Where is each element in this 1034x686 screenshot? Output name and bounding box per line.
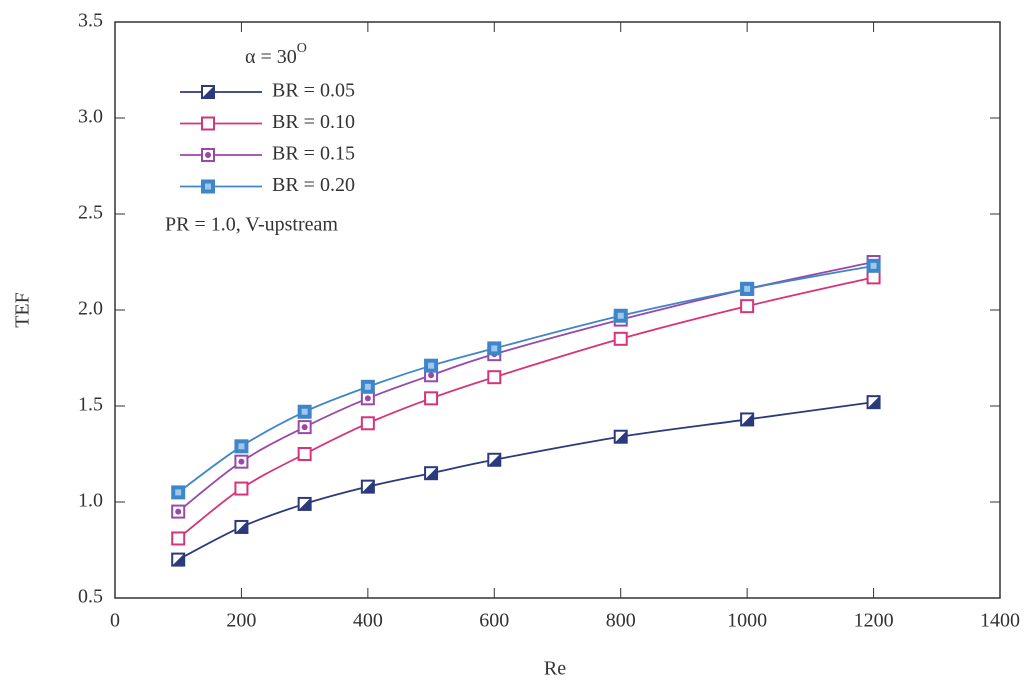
data-point [424,358,439,373]
data-point [740,281,755,296]
data-point [740,299,755,314]
data-point [613,331,628,346]
y-tick-label: 3.0 [78,106,103,128]
series-line [177,401,874,561]
x-tick-label: 200 [226,610,256,632]
annotation: α = 30O [245,41,307,67]
data-point [234,439,249,454]
x-tick-label: 0 [110,610,120,632]
data-point [297,420,312,435]
x-axis-label: Re [544,658,566,680]
x-tick-label: 800 [606,610,636,632]
data-point [234,454,249,469]
x-tick-label: 1000 [727,610,767,632]
y-axis-label: TEF [12,292,34,328]
data-point [360,391,375,406]
data-point [171,504,186,519]
data-point [234,481,249,496]
data-point [360,479,375,494]
series-line [177,264,874,494]
data-point [171,552,186,567]
data-point [866,395,881,410]
y-tick-label: 2.5 [78,202,103,224]
legend-label: BR = 0.20 [272,174,355,196]
data-point [234,519,249,534]
data-point [866,258,881,273]
plot-frame [114,21,1001,599]
x-tick-label: 400 [353,610,383,632]
y-tick-label: 0.5 [78,586,103,608]
legend-marker [201,179,215,194]
data-point [424,391,439,406]
legend-marker [201,116,215,131]
y-tick-label: 2.0 [78,298,103,320]
data-point [360,379,375,394]
x-tick-label: 600 [479,610,509,632]
data-point [297,447,312,461]
y-tick-label: 1.5 [78,394,103,416]
data-point [487,341,502,356]
data-point [424,466,439,481]
data-point [613,308,628,323]
legend-label: BR = 0.15 [272,143,355,165]
data-point [740,412,755,427]
data-point [487,370,502,385]
legend-marker [201,85,215,99]
data-point [171,531,186,546]
data-point [297,496,312,511]
series-line [177,276,874,540]
legend-label: BR = 0.10 [272,111,355,133]
data-point [613,429,628,444]
y-tick-label: 3.5 [78,10,103,32]
series-line [177,261,874,513]
data-point [297,404,312,419]
data-point [171,485,186,500]
x-tick-label: 1200 [854,610,894,632]
annotation-text: α = 30 [245,46,297,68]
legend-label: BR = 0.05 [272,80,355,102]
annotation-superscript: O [297,41,307,56]
data-point [866,270,881,285]
legend-marker [201,148,215,162]
x-tick-label: 1400 [980,610,1020,632]
annotation: PR = 1.0, V-upstream [165,214,338,236]
data-point [360,416,375,431]
y-tick-label: 1.0 [78,490,103,512]
data-point [487,452,502,467]
